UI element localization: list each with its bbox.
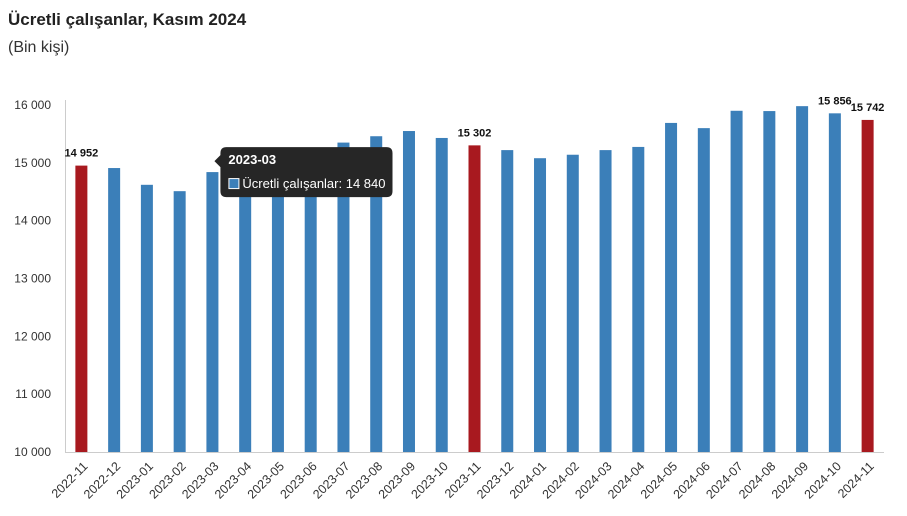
bar-2023-09[interactable] [402,131,415,452]
bars [75,106,874,453]
y-tick-labels: 10 000 11 000 12 000 13 000 14 000 15 000 16 0… [14,98,51,459]
chart-title: Ücretli çalışanlar, Kasım 2024 [8,10,247,29]
chart-subtitle: (Bin kişi) [8,39,70,56]
tooltip-background [214,147,393,198]
bar-2023-11[interactable] [468,145,481,452]
bar-2023-08[interactable] [370,136,383,453]
bar-2023-01[interactable] [140,184,153,452]
bar-2023-05[interactable] [271,161,284,452]
data-label-2024-11: 15 742 [851,102,885,114]
bar-2023-12[interactable] [501,150,514,453]
y-tick-label: 10 000 [14,445,51,459]
bar-2023-07[interactable] [337,142,350,452]
bar-2023-10[interactable] [435,137,448,452]
bar-2022-11[interactable] [75,165,88,453]
bar-2024-01[interactable] [534,158,547,452]
x-tick-label: 2024-10 [802,459,844,501]
axes [65,100,884,453]
data-label-2022-11: 14 952 [65,148,99,160]
bar-2023-03[interactable] [206,172,219,452]
bar-2023-02[interactable] [173,191,186,452]
data-label-2023-11: 15 302 [458,127,492,139]
bar-2024-02[interactable] [566,154,579,452]
bar-2024-11[interactable] [861,119,874,453]
y-tick-label: 13 000 [14,272,51,286]
bar-2024-06[interactable] [697,128,710,452]
tooltip-title: 2023-03 [228,152,276,167]
y-tick-label: 15 000 [14,156,51,170]
x-tick-label: 2023-10 [409,459,451,501]
bar-2023-04[interactable] [239,165,252,452]
bar-2024-03[interactable] [599,150,612,453]
bar-2024-04[interactable] [632,146,645,452]
bar-2022-12[interactable] [108,168,121,452]
bar-2024-10[interactable] [828,113,841,452]
y-tick-label: 12 000 [14,329,51,343]
bar-2024-08[interactable] [763,111,776,452]
bar-2023-06[interactable] [304,158,317,452]
tooltip-series-swatch [228,178,240,190]
y-tick-label: 11 000 [15,387,51,401]
tooltip: 2023-03 Ücretli çalışanlar: 14 840 [214,147,393,198]
y-tick-label: 16 000 [14,98,51,112]
data-label-2024-10: 15 856 [818,95,852,107]
tooltip-series-label: Ücretli çalışanlar: 14 840 [242,176,385,191]
x-tick-label: 2024-11 [835,459,877,501]
bar-2024-07[interactable] [730,110,743,453]
bar-2024-05[interactable] [665,122,678,452]
y-tick-label: 14 000 [14,214,51,228]
bar-2024-09[interactable] [796,106,809,452]
x-tick-labels: 2022-112022-122023-012023-022023-032023-… [49,459,877,501]
